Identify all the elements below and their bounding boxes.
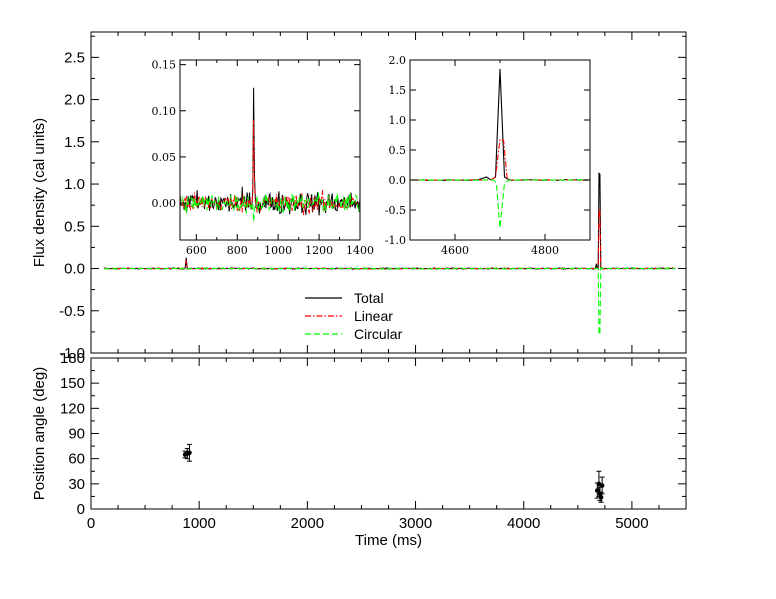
x-tick-label: 0 xyxy=(87,515,95,532)
y-tick-label: 0.0 xyxy=(64,261,85,278)
bottom-frame xyxy=(90,357,687,510)
inset-left-x-tick-label: 1400 xyxy=(346,244,374,257)
inset-right-y-tick-label: 1.0 xyxy=(389,114,407,127)
y-tick-label: 60 xyxy=(68,451,85,468)
legend-label-total: Total xyxy=(354,290,384,306)
y-tick-label: 0.5 xyxy=(64,218,85,235)
inset-right-line-circular xyxy=(409,179,591,229)
position-angle-panel: 0 1000 2000 3000 4000 5000 0 30 60 90 120 150 180 Tim… xyxy=(31,350,687,549)
inset-right-bg xyxy=(410,60,590,240)
inset-left-frame xyxy=(179,59,361,241)
inset-right-y-tick-label: 0.0 xyxy=(389,174,407,187)
flux-series-group xyxy=(103,172,676,336)
x-tick-label: 4000 xyxy=(507,515,540,532)
inset-right-y-tick-label: 1.5 xyxy=(389,84,407,97)
x-tick-label: 2000 xyxy=(291,515,324,532)
inset-left-x-tick-label: 1200 xyxy=(305,244,333,257)
y-tick-label: 2.0 xyxy=(64,92,85,109)
inset-left-line-circular xyxy=(180,192,360,222)
inset-left-line-linear xyxy=(180,119,360,216)
y-tick-label: 30 xyxy=(68,476,85,493)
y-tick-label: 1.0 xyxy=(64,176,85,193)
y-tick-label: 0 xyxy=(77,501,85,518)
inset-right-y-tick-label: -1.0 xyxy=(385,234,406,247)
inset-right-y-tick-label: 0.5 xyxy=(389,144,407,157)
inset-right-y-tick-label: -0.5 xyxy=(385,204,406,217)
inset-right-x-tick-label: 4600 xyxy=(441,244,469,257)
inset-right-x-tick-label: 4800 xyxy=(531,244,559,257)
legend: Total Linear Circular xyxy=(305,290,403,342)
inset-left-series-group xyxy=(180,87,360,222)
y-tick-label: 120 xyxy=(60,400,85,417)
inset-left-x-tick-label: 600 xyxy=(186,244,207,257)
x-axis-title: Time (ms) xyxy=(355,532,422,549)
y-axis-title: Position angle (deg) xyxy=(31,367,48,500)
y-tick-label: 2.5 xyxy=(64,49,85,66)
inset-left-y-tick-label: 0.00 xyxy=(152,197,177,210)
y-tick-label: -0.5 xyxy=(59,303,85,320)
inset-left-bg xyxy=(180,60,360,240)
data-point xyxy=(598,494,604,500)
y-tick-label: 1.5 xyxy=(64,134,85,151)
y-tick-label: 150 xyxy=(60,375,85,392)
inset-left-y-tick-label: 0.15 xyxy=(152,59,177,72)
x-tick-label: 1000 xyxy=(182,515,215,532)
flux-density-panel: -1.0 -0.5 0.0 0.5 1.0 1.5 2.0 2.5 Flux density (… xyxy=(31,31,687,362)
data-point xyxy=(599,483,605,488)
inset-right-y-tick-label: 2.0 xyxy=(389,54,407,67)
inset-left-y-tick-label: 0.10 xyxy=(152,105,177,118)
y-tick-label: -1.0 xyxy=(59,345,85,362)
series-line-circular xyxy=(103,266,676,336)
inset-left-panel: 600 800 1000 1200 1400 0.00 0.05 0.10 0.15 xyxy=(152,59,375,257)
inset-left-y-tick-label: 0.05 xyxy=(152,151,177,164)
x-tick-label: 5000 xyxy=(615,515,648,532)
x-tick-label: 3000 xyxy=(399,515,432,532)
legend-label-circular: Circular xyxy=(354,326,403,342)
y-tick-label: 180 xyxy=(60,350,85,367)
y-tick-label: 90 xyxy=(68,426,85,443)
inset-right-panel: 4600 4800 -1.0 -0.5 0.0 0.5 1.0 1.5 2.0 xyxy=(385,54,591,257)
y-axis-title: Flux density (cal units) xyxy=(31,118,48,267)
data-point xyxy=(187,450,192,456)
inset-left-x-tick-label: 1000 xyxy=(264,244,292,257)
inset-left-x-tick-label: 800 xyxy=(227,244,248,257)
legend-label-linear: Linear xyxy=(354,308,393,324)
